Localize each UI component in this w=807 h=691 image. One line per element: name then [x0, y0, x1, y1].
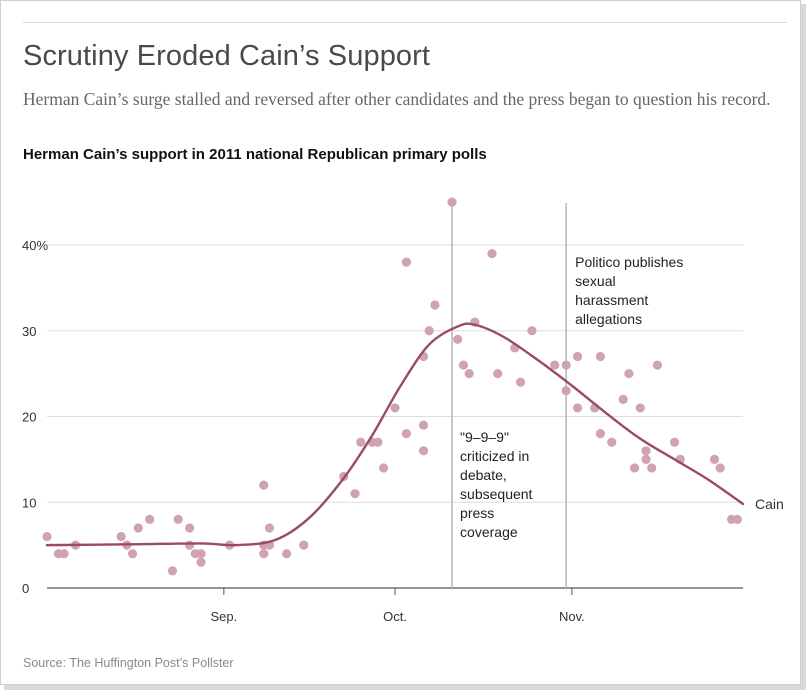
annotation-line: criticized in — [460, 448, 529, 464]
poll-point — [42, 531, 52, 542]
annotation-2: Politico publishes sexual harassment allega… — [575, 254, 683, 327]
poll-point — [282, 549, 292, 559]
poll-point — [561, 360, 571, 370]
poll-point — [401, 257, 412, 267]
poll-point — [356, 437, 366, 447]
series-label-cain: Cain — [755, 496, 784, 512]
poll-point — [259, 549, 269, 559]
annotation-line: debate, — [460, 467, 507, 483]
annotation-line: Politico publishes — [575, 254, 683, 270]
top-divider — [23, 22, 787, 23]
poll-point — [418, 420, 429, 430]
poll-point — [709, 454, 720, 464]
annotation-line: press — [460, 505, 494, 521]
poll-point — [595, 429, 605, 439]
poll-point — [185, 540, 195, 550]
poll-point — [145, 514, 155, 525]
poll-point — [378, 463, 389, 473]
poll-point — [487, 248, 497, 259]
annotation-line: allegations — [575, 311, 642, 327]
poll-point — [595, 351, 605, 362]
y-tick-label: 30 — [22, 324, 36, 339]
poll-point — [173, 514, 183, 525]
poll-point — [464, 369, 474, 379]
y-tick-label: 20 — [22, 410, 36, 425]
poll-point — [618, 394, 628, 404]
poll-point — [647, 463, 657, 473]
poll-point — [572, 351, 583, 362]
poll-point — [458, 360, 469, 370]
y-tick-label: 10 — [22, 495, 36, 510]
x-tick-label: Oct. — [383, 609, 407, 624]
poll-point — [390, 403, 400, 413]
poll-point — [493, 369, 503, 379]
page-title: Scrutiny Eroded Cain’s Support — [23, 40, 431, 72]
annotation-line: harassment — [575, 292, 648, 308]
poll-point — [572, 403, 583, 413]
annotation-line: coverage — [460, 524, 518, 540]
cain-trend-line — [45, 322, 745, 547]
poll-point — [299, 540, 309, 550]
poll-point — [259, 480, 269, 490]
y-tick-label: 40% — [22, 238, 48, 253]
poll-point — [715, 463, 725, 473]
poll-point — [652, 360, 663, 370]
poll-point — [641, 454, 651, 464]
poll-point — [116, 531, 126, 542]
poll-point — [561, 386, 571, 396]
poll-point — [373, 437, 383, 447]
poll-point — [732, 514, 742, 525]
poll-point — [607, 437, 617, 447]
poll-point — [264, 523, 275, 533]
poll-point — [59, 549, 69, 559]
poll-point — [185, 523, 195, 533]
poll-point — [196, 557, 206, 567]
frame-shadow-bottom — [4, 685, 806, 690]
poll-point — [453, 334, 463, 344]
page-subtitle: Herman Cain’s surge stalled and reversed… — [23, 89, 771, 109]
poll-point — [196, 549, 206, 559]
poll-point — [641, 446, 651, 456]
annotation-line: "9–9–9" — [460, 429, 509, 445]
source-note: Source: The Huffington Post’s Pollster — [23, 656, 234, 670]
poll-point — [424, 326, 434, 336]
chart-label: Herman Cain’s support in 2011 national R… — [23, 146, 487, 163]
annotation-line: sexual — [575, 273, 615, 289]
poll-point — [624, 369, 634, 379]
poll-point — [401, 429, 412, 439]
annotation-line: subsequent — [460, 486, 533, 502]
x-tick-label: Nov. — [559, 609, 585, 624]
poll-point — [350, 489, 360, 499]
poll-point — [550, 360, 560, 370]
poll-point — [133, 523, 143, 533]
poll-point — [418, 446, 429, 456]
poll-point — [430, 300, 440, 310]
y-tick-label: 0 — [22, 581, 29, 596]
poll-point — [515, 377, 526, 387]
poll-point — [635, 403, 645, 413]
annotation-1: "9–9–9" criticized in debate, subsequent pre… — [460, 429, 533, 540]
poll-point — [447, 197, 457, 207]
poll-point — [127, 549, 138, 559]
poll-point — [527, 326, 537, 336]
poll-point — [167, 566, 178, 576]
frame-shadow-right — [801, 4, 806, 689]
x-tick-label: Sep. — [210, 609, 237, 624]
poll-point — [669, 437, 680, 447]
poll-point — [630, 463, 640, 473]
